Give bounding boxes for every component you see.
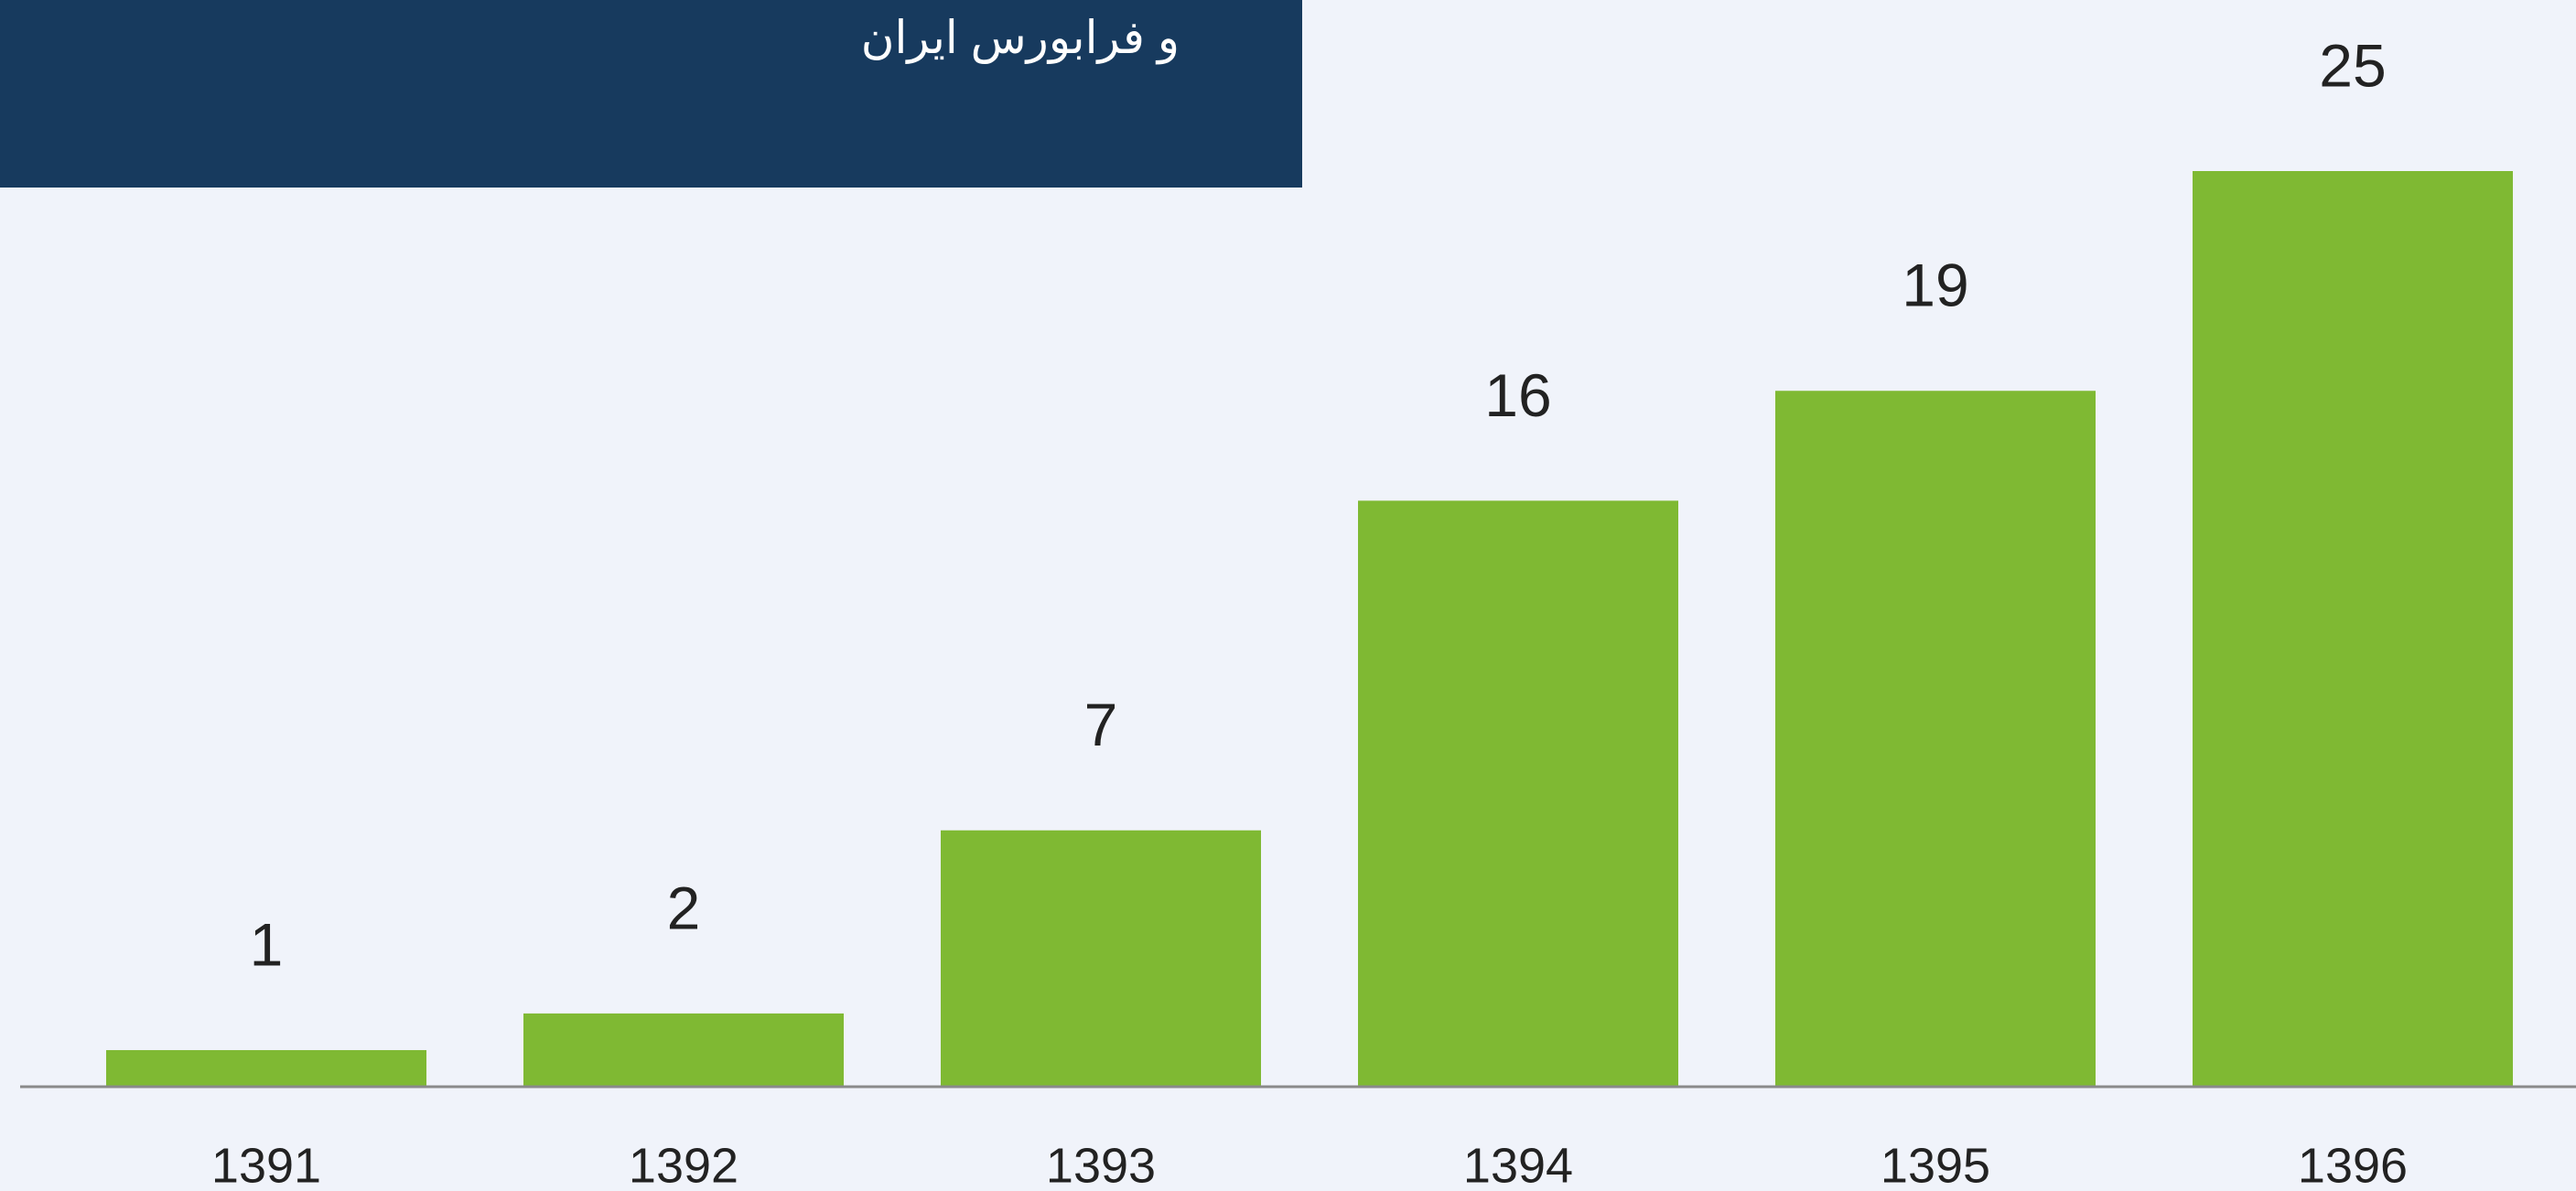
bar [1358, 500, 1678, 1087]
x-tick-label: 1391 [211, 1138, 321, 1191]
value-label: 19 [1902, 252, 1968, 319]
chart-title: و فرابورس ایران [861, 12, 1180, 65]
x-tick-label: 1394 [1463, 1138, 1573, 1191]
value-label: 7 [1084, 691, 1118, 758]
bar [106, 1049, 426, 1087]
value-label: 2 [667, 874, 701, 941]
value-label: 25 [2319, 31, 2386, 99]
x-tick-label: 1395 [1881, 1138, 1990, 1191]
x-tick-label: 1396 [2298, 1138, 2408, 1191]
value-label: 1 [250, 910, 284, 978]
x-tick-label: 1392 [629, 1138, 738, 1191]
title-banner [0, 0, 1302, 188]
x-tick-label: 1393 [1046, 1138, 1156, 1191]
bar [523, 1013, 844, 1087]
bar [2193, 171, 2513, 1087]
bar [1775, 391, 2096, 1087]
bar [941, 830, 1261, 1087]
value-label: 16 [1484, 361, 1551, 429]
